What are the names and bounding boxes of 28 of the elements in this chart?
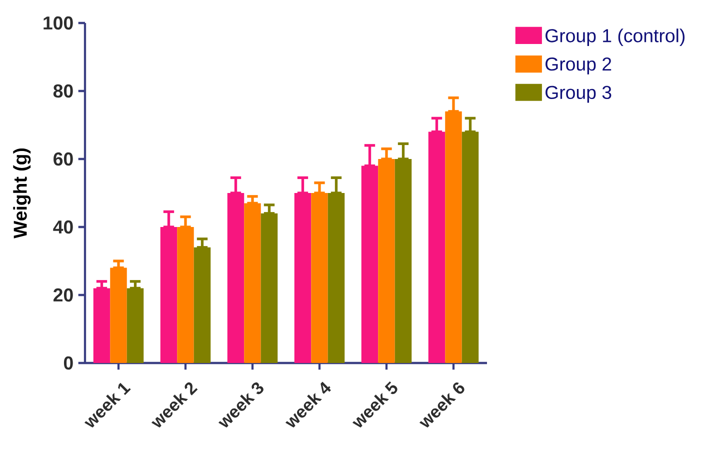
bar	[177, 227, 194, 363]
bar	[294, 193, 312, 363]
legend-label: Group 3	[546, 86, 612, 103]
bar	[194, 247, 211, 363]
bar	[361, 166, 378, 363]
y-tick-label: 0	[64, 356, 73, 370]
bar	[160, 227, 178, 363]
legend-label: Group 1 (control)	[546, 28, 685, 46]
y-tick-label: 100	[44, 16, 73, 30]
bar	[93, 288, 110, 363]
bar	[462, 132, 479, 363]
legend-label: Group 2	[546, 57, 612, 74]
y-tick-label: 40	[53, 220, 73, 234]
y-tick-label: 80	[53, 84, 73, 98]
bar	[394, 159, 412, 363]
bar	[110, 268, 127, 363]
y-tick-label: 20	[54, 288, 73, 302]
y-tick-label: 60	[54, 152, 73, 166]
y-axis-title: Weight (g)	[13, 148, 31, 238]
bar	[260, 213, 278, 363]
bar	[244, 203, 261, 363]
bar	[328, 193, 345, 363]
bar	[428, 132, 446, 363]
bar	[126, 288, 144, 363]
bar	[445, 111, 462, 363]
bar	[227, 193, 244, 363]
bar	[378, 159, 395, 363]
bar	[311, 193, 328, 363]
